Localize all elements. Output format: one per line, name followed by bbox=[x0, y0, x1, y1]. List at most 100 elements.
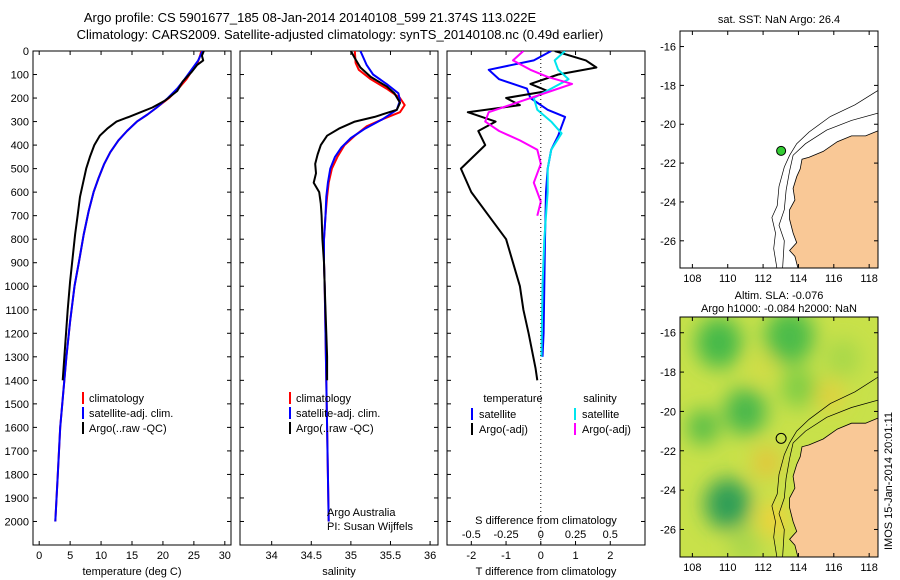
lat-tick-label: -16 bbox=[660, 328, 676, 340]
x-tick-label: 0 bbox=[538, 550, 544, 562]
difference-xlabel-top: S difference from climatology bbox=[475, 515, 617, 527]
lat-tick-label: -20 bbox=[660, 119, 676, 131]
series-line bbox=[54, 51, 204, 522]
lon-tick-label: 112 bbox=[754, 273, 772, 285]
x-tick-label: -1 bbox=[501, 550, 511, 562]
bathymetry-contour bbox=[771, 376, 878, 557]
lon-tick-label: 118 bbox=[860, 562, 878, 574]
x-tick-label: 10 bbox=[95, 550, 107, 562]
legend-label: satellite bbox=[479, 409, 516, 421]
sst-map-title: sat. SST: NaN Argo: 26.4 bbox=[718, 14, 840, 26]
figure-title-line-1: Argo profile: CS 5901677_185 08-Jan-2014… bbox=[83, 10, 537, 25]
lon-tick-label: 112 bbox=[754, 562, 772, 574]
provider-annotation: Argo Australia bbox=[327, 507, 396, 519]
panel-difference: -2 -1 0 1 2 T difference from climatology -0.5… bbox=[446, 50, 646, 578]
x-tick-label: 35.5 bbox=[380, 550, 401, 562]
depth-tick-label: 1700 bbox=[5, 446, 29, 458]
figure-title-line-2: Climatology: CARS2009. Satellite-adjuste… bbox=[76, 27, 604, 42]
bathymetry-contour bbox=[778, 399, 878, 557]
difference-xlabel: T difference from climatology bbox=[476, 566, 617, 578]
lon-tick-label: 108 bbox=[683, 273, 701, 285]
sla-anomaly-blob bbox=[757, 501, 790, 538]
series-line bbox=[487, 51, 567, 357]
series-line bbox=[484, 51, 574, 216]
salinity-series bbox=[312, 51, 406, 522]
salinity-xlabel: salinity bbox=[322, 566, 356, 578]
argo-position-marker bbox=[775, 432, 787, 444]
depth-tick-label: 1600 bbox=[5, 422, 29, 434]
x-tick-label: 34 bbox=[266, 550, 278, 562]
x-tick-label: 5 bbox=[67, 550, 73, 562]
lon-tick-label: 114 bbox=[790, 562, 808, 574]
lon-tick-label: 116 bbox=[825, 562, 843, 574]
depth-tick-label: 900 bbox=[11, 258, 29, 270]
depth-tick-label: 700 bbox=[11, 211, 29, 223]
lat-tick-label: -18 bbox=[660, 367, 676, 379]
lat-tick-label: -22 bbox=[660, 446, 676, 458]
depth-tick-label: 1900 bbox=[5, 493, 29, 505]
depth-tick-label: 1800 bbox=[5, 469, 29, 481]
difference-frame bbox=[446, 50, 646, 546]
sst_map-content bbox=[771, 90, 878, 268]
x-tick-label: 20 bbox=[157, 550, 169, 562]
depth-tick-label: 1200 bbox=[5, 328, 29, 340]
lat-tick-label: -16 bbox=[660, 42, 676, 54]
lat-tick-label: -24 bbox=[660, 485, 676, 497]
depth-tick-label: 100 bbox=[11, 70, 29, 82]
bathymetry-contour bbox=[778, 112, 878, 268]
sla-anomaly-blob bbox=[704, 478, 751, 530]
s-tick-label: 0.5 bbox=[603, 529, 618, 541]
imos-timestamp-label: IMOS 15-Jan-2014 20:01:11 bbox=[883, 412, 895, 550]
salinity-frame bbox=[239, 50, 439, 546]
legend-label: climatology bbox=[89, 393, 145, 405]
sla-anomaly-blob bbox=[764, 317, 815, 365]
depth-tick-label: 1300 bbox=[5, 352, 29, 364]
lon-tick-label: 118 bbox=[860, 273, 878, 285]
s-tick-label: -0.25 bbox=[494, 529, 519, 541]
legend-label: satellite-adj. clim. bbox=[89, 408, 173, 420]
s-tick-label: 0 bbox=[538, 529, 544, 541]
x-tick-label: 30 bbox=[219, 550, 231, 562]
sla-anomaly-blob bbox=[695, 317, 742, 369]
sla-anomaly-blobs bbox=[687, 317, 861, 557]
lat-tick-label: -18 bbox=[660, 80, 676, 92]
difference-series bbox=[459, 51, 598, 381]
lat-tick-label: -22 bbox=[660, 158, 676, 170]
temperature-frame bbox=[32, 50, 232, 546]
map-sla_map: 108 110 112 114 116 118 -16 -18 -20 -22 -24 -26 Alti… bbox=[660, 290, 879, 574]
depth-tick-label: 800 bbox=[11, 234, 29, 246]
panel-temperature: 0100200300400500600700800900100011001200… bbox=[5, 46, 232, 578]
sla-map-title-line-1: Altim. SLA: -0.076 bbox=[735, 290, 824, 302]
depth-tick-label: 0 bbox=[23, 46, 29, 58]
sla-anomaly-blob bbox=[780, 368, 817, 408]
legend-temperature-title: temperature bbox=[483, 393, 542, 405]
legend-label: satellite bbox=[582, 409, 619, 421]
x-tick-label: 36 bbox=[424, 550, 436, 562]
depth-tick-label: 1400 bbox=[5, 375, 29, 387]
series-line bbox=[312, 51, 401, 381]
land-polygon bbox=[789, 417, 878, 557]
sla-anomaly-blob bbox=[724, 387, 767, 436]
lon-tick-label: 110 bbox=[719, 273, 737, 285]
sla_map-content bbox=[680, 317, 878, 557]
x-tick-label: -2 bbox=[466, 550, 476, 562]
depth-tick-label: 300 bbox=[11, 117, 29, 129]
map-sst_map: 108 110 112 114 116 118 -16 -18 -20 -22 -24 -26 sat.… bbox=[660, 14, 879, 285]
depth-tick-label: 1500 bbox=[5, 399, 29, 411]
lon-tick-label: 114 bbox=[790, 273, 808, 285]
depth-tick-label: 1000 bbox=[5, 281, 29, 293]
panel-salinity: 34 34.5 35 35.5 36 salinity climatology satelli… bbox=[239, 50, 439, 578]
x-tick-label: 34.5 bbox=[301, 550, 322, 562]
x-tick-label: 35 bbox=[345, 550, 357, 562]
depth-tick-label: 400 bbox=[11, 140, 29, 152]
lon-tick-label: 116 bbox=[825, 273, 843, 285]
depth-tick-label: 2000 bbox=[5, 516, 29, 528]
depth-tick-label: 200 bbox=[11, 93, 29, 105]
sla-map-title-line-2: Argo h1000: -0.084 h2000: NaN bbox=[701, 303, 857, 315]
sla-anomaly-blob bbox=[729, 527, 762, 557]
legend-label: climatology bbox=[296, 393, 352, 405]
x-tick-label: 25 bbox=[188, 550, 200, 562]
sla-anomaly-blob bbox=[824, 338, 861, 379]
legend-label: Argo(..raw -QC) bbox=[296, 423, 374, 435]
